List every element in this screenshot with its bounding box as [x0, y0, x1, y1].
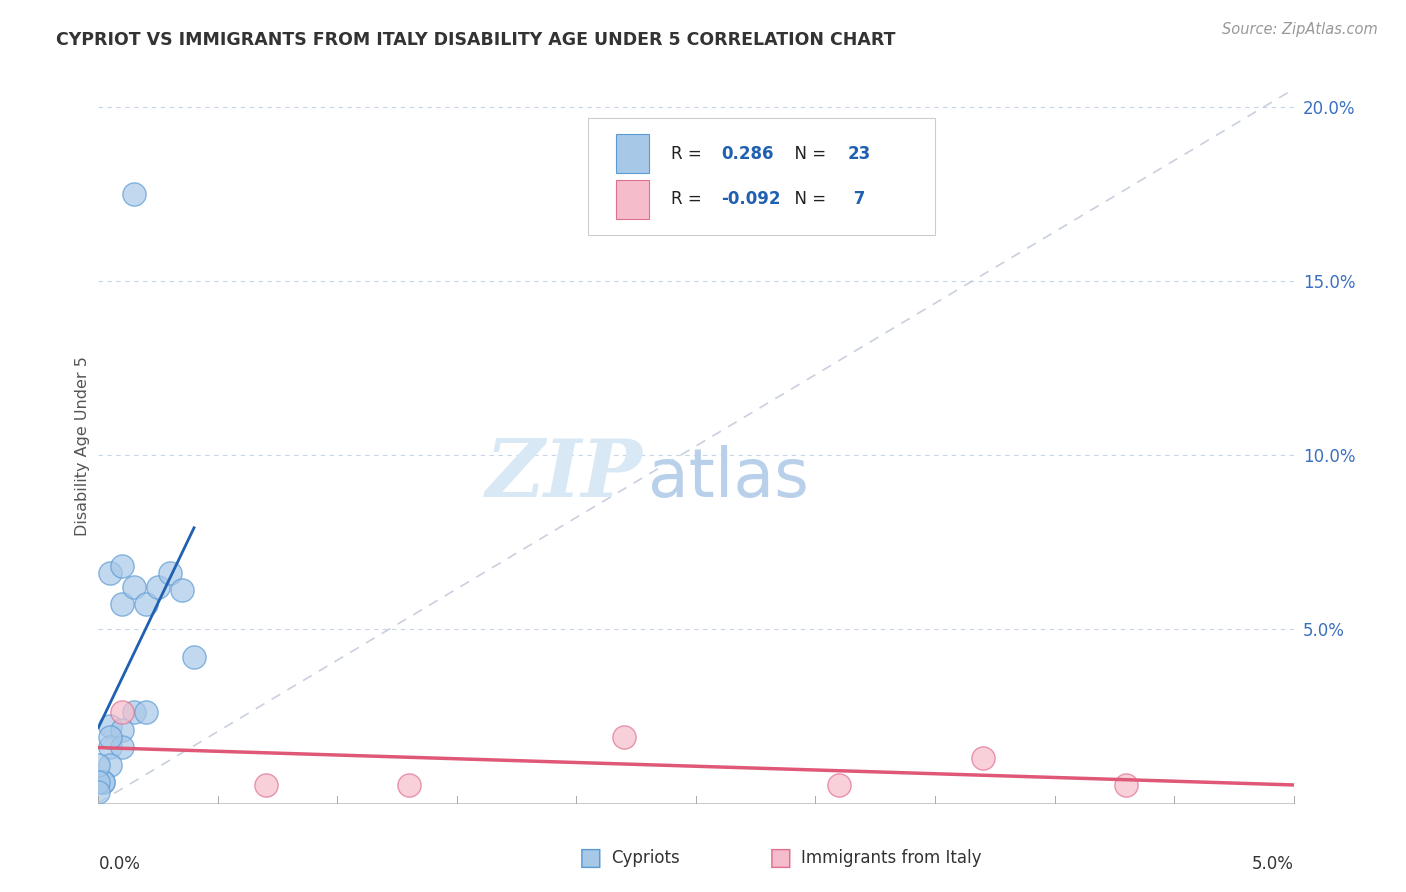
- Point: [87, 785, 110, 799]
- Point: [111, 740, 134, 755]
- Point: [613, 730, 636, 744]
- Point: [972, 750, 994, 764]
- Point: [124, 580, 146, 594]
- Point: [135, 598, 157, 612]
- Point: [148, 580, 170, 594]
- Point: [398, 778, 420, 792]
- Point: [124, 186, 146, 201]
- Text: 0.286: 0.286: [721, 145, 773, 162]
- Text: atlas: atlas: [648, 445, 808, 511]
- Text: ■: ■: [579, 847, 602, 870]
- Text: □: □: [769, 847, 792, 870]
- Text: Cypriots: Cypriots: [612, 849, 681, 867]
- Text: N =: N =: [785, 145, 832, 162]
- FancyBboxPatch shape: [616, 180, 650, 219]
- Point: [87, 775, 110, 789]
- FancyBboxPatch shape: [588, 118, 935, 235]
- Text: □: □: [579, 847, 602, 870]
- Point: [111, 598, 134, 612]
- Text: 0.0%: 0.0%: [98, 855, 141, 873]
- Text: 23: 23: [848, 145, 870, 162]
- Point: [87, 757, 110, 772]
- Point: [1115, 778, 1137, 792]
- Text: ZIP: ZIP: [485, 436, 643, 513]
- Y-axis label: Disability Age Under 5: Disability Age Under 5: [75, 356, 90, 536]
- Point: [111, 706, 134, 720]
- Text: Source: ZipAtlas.com: Source: ZipAtlas.com: [1222, 22, 1378, 37]
- Point: [183, 649, 205, 664]
- Point: [98, 730, 122, 744]
- Point: [98, 719, 122, 733]
- Text: R =: R =: [671, 145, 707, 162]
- Text: 7: 7: [848, 191, 865, 209]
- Point: [91, 775, 114, 789]
- Point: [124, 706, 146, 720]
- Point: [172, 583, 194, 598]
- Point: [98, 566, 122, 580]
- Point: [91, 775, 114, 789]
- Text: ■: ■: [769, 847, 792, 870]
- Text: Immigrants from Italy: Immigrants from Italy: [801, 849, 981, 867]
- Point: [98, 740, 122, 755]
- Text: N =: N =: [785, 191, 832, 209]
- Text: 5.0%: 5.0%: [1251, 855, 1294, 873]
- FancyBboxPatch shape: [616, 134, 650, 173]
- Point: [254, 778, 277, 792]
- Point: [111, 559, 134, 574]
- Point: [159, 566, 181, 580]
- Point: [98, 757, 122, 772]
- Point: [828, 778, 851, 792]
- Text: -0.092: -0.092: [721, 191, 780, 209]
- Text: R =: R =: [671, 191, 707, 209]
- Point: [111, 723, 134, 737]
- Point: [135, 706, 157, 720]
- Text: CYPRIOT VS IMMIGRANTS FROM ITALY DISABILITY AGE UNDER 5 CORRELATION CHART: CYPRIOT VS IMMIGRANTS FROM ITALY DISABIL…: [56, 31, 896, 49]
